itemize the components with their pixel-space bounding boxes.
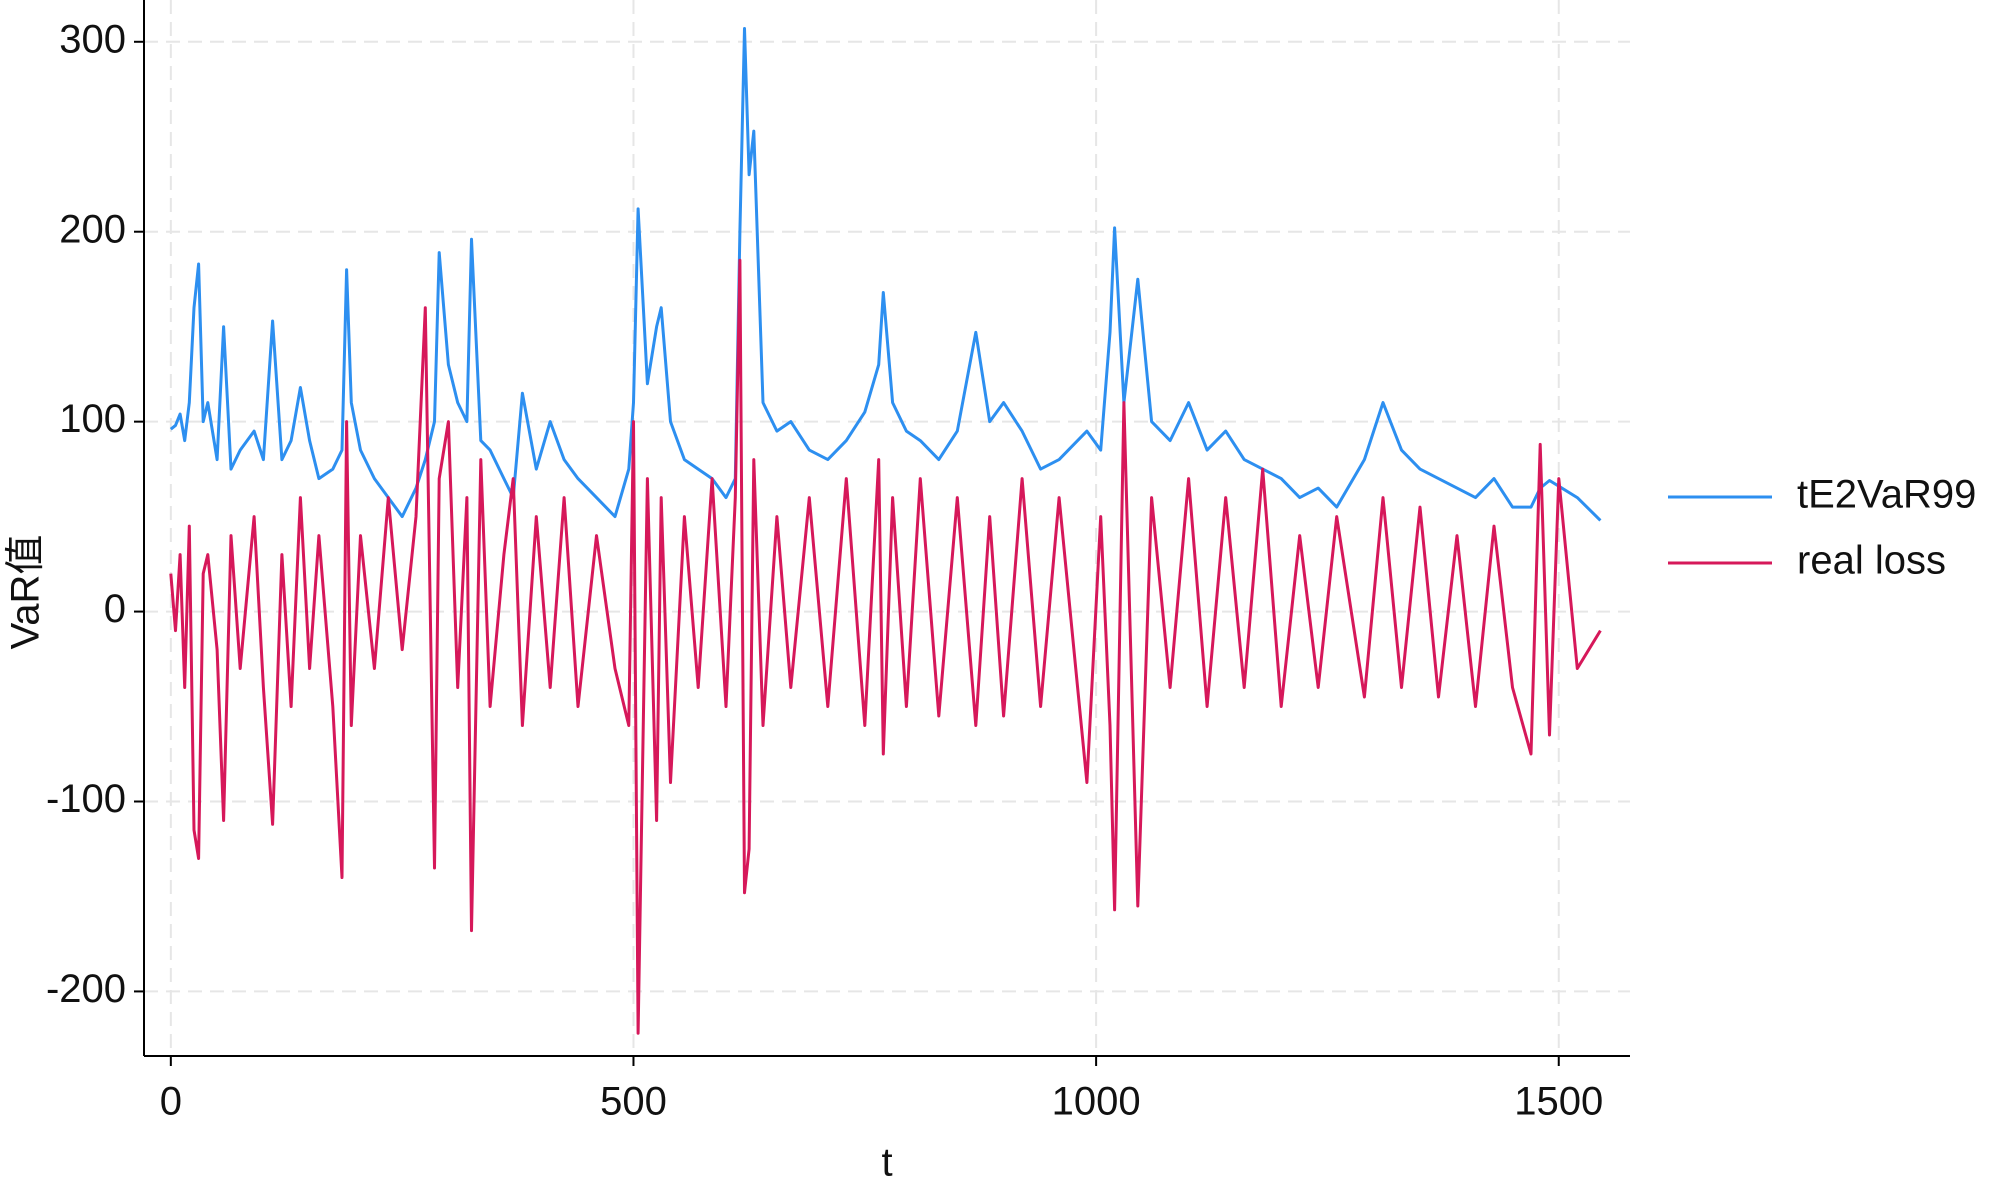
x-tick-label: 1000 xyxy=(1052,1080,1141,1124)
x-tick-label: 0 xyxy=(160,1080,182,1124)
y-tick-label: -100 xyxy=(46,777,126,821)
legend-label: real loss xyxy=(1797,539,1946,583)
y-axis-label: VaR值 xyxy=(4,535,48,650)
y-tick-label: 100 xyxy=(59,397,126,441)
y-tick-label: 200 xyxy=(59,207,126,251)
y-tick-label: 0 xyxy=(104,587,126,631)
series-line xyxy=(169,258,1602,1035)
x-axis-label: t xyxy=(881,1141,892,1181)
x-tick-label: 1500 xyxy=(1514,1080,1603,1124)
y-tick-label: -200 xyxy=(46,967,126,1011)
y-tick-label: 300 xyxy=(59,17,126,61)
x-tick-label: 500 xyxy=(600,1080,667,1124)
legend-label: tE2VaR99 xyxy=(1797,473,1976,517)
series-line xyxy=(169,27,1602,522)
